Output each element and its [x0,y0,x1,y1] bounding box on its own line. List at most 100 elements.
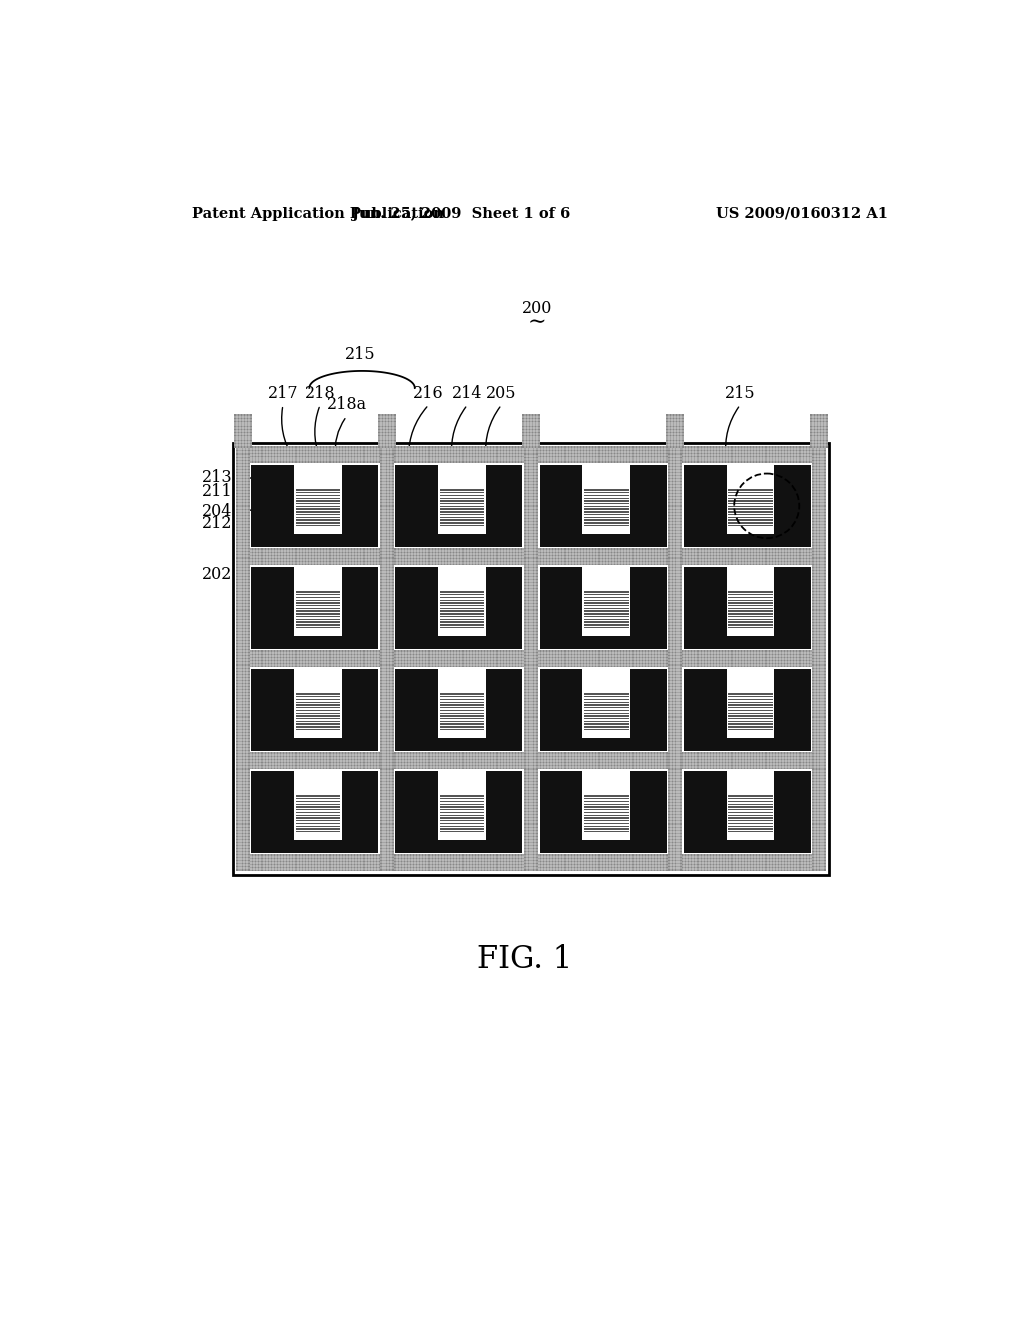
Bar [440,710,484,711]
Bar [728,713,773,714]
Text: US 2009/0160312 A1: US 2009/0160312 A1 [716,207,888,220]
Bar [440,594,484,595]
Bar [630,566,667,648]
Bar [251,771,294,841]
Bar [584,799,629,800]
Bar [296,828,340,829]
Bar [296,492,340,494]
Bar [584,492,629,494]
Bar [440,729,484,730]
Bar [296,804,340,805]
Bar [440,723,484,725]
Bar [728,602,773,603]
Bar [728,516,773,517]
Bar [296,602,340,603]
Bar [584,610,629,612]
Text: ∼: ∼ [528,310,547,333]
Bar [296,817,340,818]
Bar [584,825,629,826]
Bar [584,508,629,510]
Bar [728,698,773,700]
Bar [440,516,484,517]
Bar [440,820,484,821]
Bar [538,463,669,548]
Bar [584,807,629,808]
Bar [728,500,773,502]
Bar [584,812,629,813]
Bar [440,525,484,527]
Bar [251,738,378,751]
Bar [394,565,524,651]
Bar [236,752,826,770]
Bar [296,594,340,595]
Bar [584,513,629,515]
Bar [584,708,629,709]
Bar [440,804,484,805]
Bar [440,624,484,626]
Bar [296,498,340,499]
Bar [728,614,773,615]
Bar [684,636,811,649]
Bar [296,726,340,727]
Bar [584,520,629,521]
Bar [251,669,294,739]
Bar [486,771,522,851]
Bar [728,624,773,626]
Bar [251,636,378,649]
Bar [540,566,583,636]
Bar [296,500,340,502]
Bar [728,492,773,494]
Bar [296,801,340,803]
Bar [584,832,629,833]
Bar [296,520,340,521]
Bar [440,597,484,598]
Bar [296,511,340,512]
Bar [296,820,340,821]
Bar [728,809,773,810]
Text: 216: 216 [414,384,444,401]
Bar [728,619,773,620]
Bar [584,710,629,711]
Bar [728,599,773,601]
Bar [538,668,669,752]
Bar [728,508,773,510]
Bar [684,465,727,535]
Bar [728,696,773,697]
Bar [342,465,378,545]
Bar [584,624,629,626]
Bar [728,814,773,816]
Bar [728,520,773,521]
Bar [728,729,773,730]
Bar [395,771,438,841]
Bar [728,591,773,593]
Bar [728,799,773,800]
Bar [296,622,340,623]
Bar [584,696,629,697]
Bar [296,825,340,826]
Bar [395,465,438,535]
Bar [342,771,378,851]
Bar [684,840,811,853]
Bar [728,594,773,595]
Bar [440,614,484,615]
Bar [584,605,629,606]
Bar [584,525,629,527]
Bar [395,535,522,546]
Bar [395,738,522,751]
Bar [440,500,484,502]
Text: 215: 215 [725,384,756,401]
Bar [584,498,629,499]
Bar [728,723,773,725]
Bar [728,597,773,598]
Bar [540,465,583,535]
Bar [296,495,340,496]
Bar [684,535,811,546]
Bar [728,825,773,826]
Bar [395,669,438,739]
Bar [296,710,340,711]
Bar [666,414,684,447]
Bar [296,607,340,609]
Bar [296,812,340,813]
Bar [684,771,727,841]
Bar [584,723,629,725]
